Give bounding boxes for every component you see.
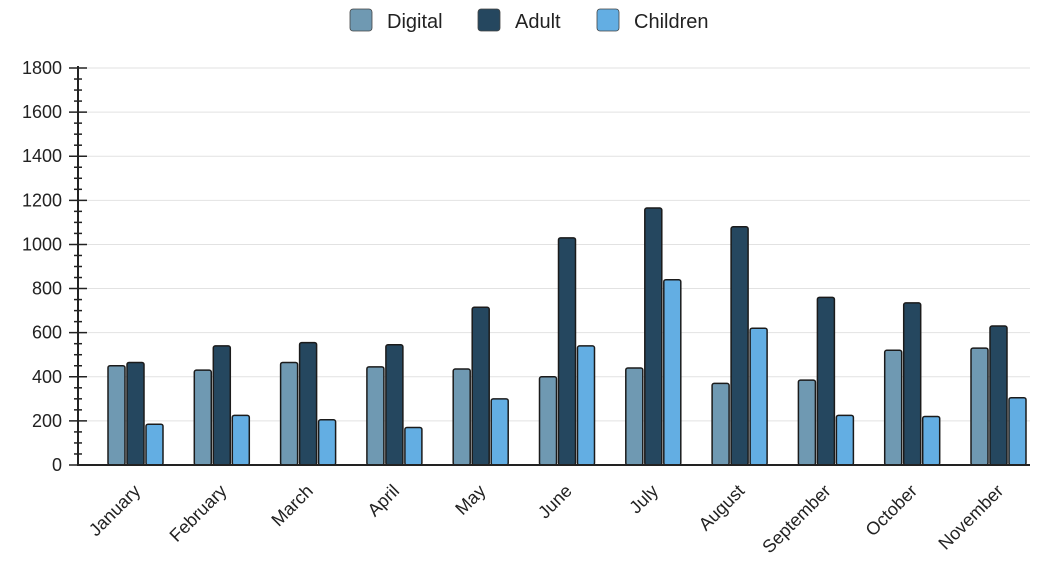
x-tick-label: October [862, 481, 921, 540]
bar-digital-february [193, 369, 213, 466]
bar-digital-september [797, 379, 817, 466]
x-tick-label: June [534, 481, 576, 523]
legend-swatch-children [596, 8, 620, 32]
x-tick-label: March [267, 481, 317, 531]
y-tick-label: 1400 [22, 146, 62, 166]
bar-adult-november [989, 325, 1008, 466]
y-tick-label: 1600 [22, 102, 62, 122]
bar-children-march [317, 419, 337, 466]
bar-children-september [835, 414, 855, 466]
bar-adult-august [730, 226, 749, 466]
bar-children-february [231, 414, 251, 466]
bar-digital-june [538, 376, 558, 466]
y-tick-label: 1800 [22, 58, 62, 78]
y-tick-label: 0 [52, 455, 62, 475]
y-tick-label: 600 [32, 323, 62, 343]
legend-swatch-adult [477, 8, 501, 32]
bar-adult-october [902, 302, 922, 466]
bar-digital-july [625, 367, 644, 466]
bar-children-april [404, 426, 423, 466]
gridlines [78, 67, 1030, 422]
legend-label-digital: Digital [387, 11, 443, 33]
legend-label-adult: Adult [515, 11, 561, 33]
bar-adult-july [644, 207, 663, 466]
bar-digital-october [883, 349, 903, 466]
bar-children-july [663, 278, 682, 466]
bar-children-january [145, 423, 164, 466]
bar-digital-november [970, 347, 989, 466]
bar-children-june [576, 345, 596, 466]
bar-children-august [749, 327, 768, 466]
bar-digital-january [107, 365, 126, 466]
bar-adult-january [126, 361, 145, 466]
legend-label-children: Children [634, 11, 708, 33]
y-tick-label: 200 [32, 411, 62, 431]
bar-children-may [490, 398, 509, 466]
x-tick-label: January [85, 481, 144, 540]
bar-children-october [921, 415, 941, 466]
y-tick-label: 400 [32, 367, 62, 387]
y-tick-label: 800 [32, 279, 62, 299]
bar-children-november [1008, 396, 1027, 466]
bar-adult-june [557, 237, 577, 466]
x-tick-label: July [625, 481, 662, 518]
legend: Digital Adult Children [349, 8, 708, 33]
x-tick-label: August [695, 481, 749, 535]
bars [107, 207, 1027, 466]
bar-digital-august [711, 382, 730, 466]
x-tick-label: April [364, 481, 404, 521]
x-tick-label: May [451, 481, 489, 519]
y-axis-ticks: 0 200 400 600 800 1000 1200 1400 1600 1800 [22, 58, 87, 475]
bar-digital-april [366, 366, 385, 466]
x-axis-labels: January February March April May June July Augu… [85, 481, 1007, 557]
bar-adult-may [471, 306, 490, 466]
bar-digital-march [279, 361, 299, 466]
bar-adult-april [385, 344, 404, 466]
legend-swatch-digital [349, 8, 373, 32]
bar-adult-february [212, 345, 232, 466]
y-tick-label: 1200 [22, 190, 62, 210]
y-tick-label: 1000 [22, 234, 62, 254]
bar-adult-march [298, 341, 318, 466]
x-tick-label: November [934, 481, 1007, 554]
bar-adult-september [816, 296, 836, 466]
bar-digital-may [452, 368, 471, 466]
x-tick-label: February [166, 481, 231, 546]
x-tick-label: September [758, 481, 834, 557]
